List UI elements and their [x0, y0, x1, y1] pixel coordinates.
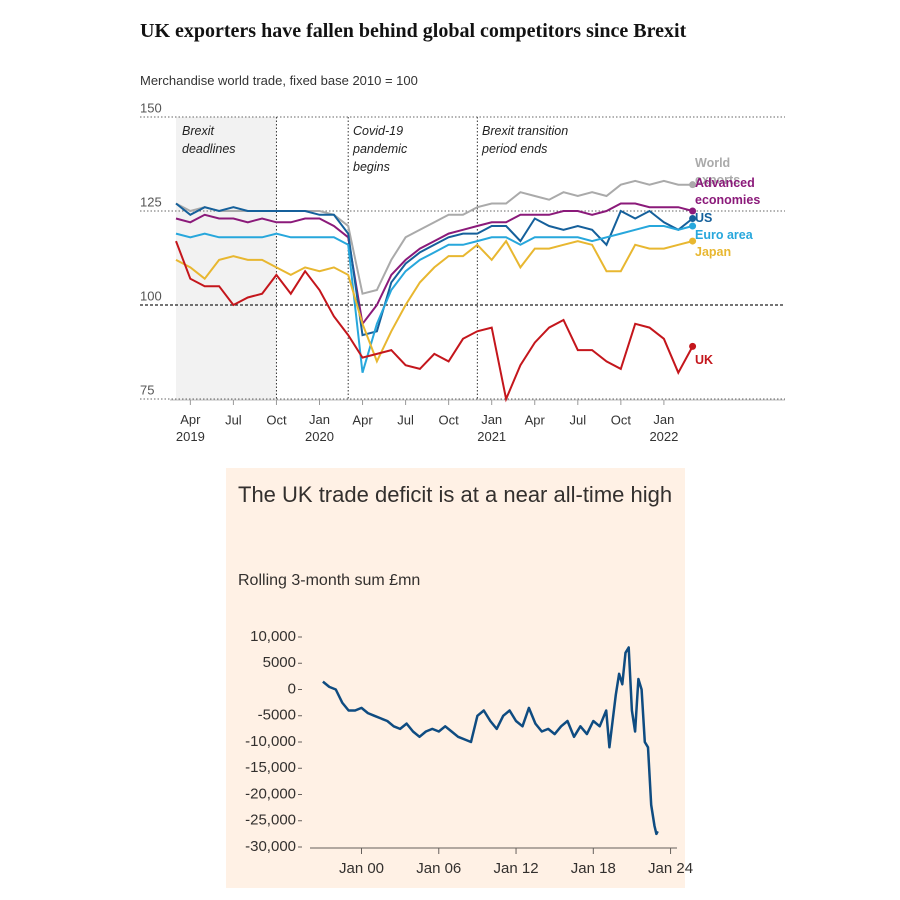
chart-title: The UK trade deficit is at a near all-ti…: [238, 482, 673, 507]
legend-label: US: [695, 211, 713, 225]
chart-title: UK exporters have fallen behind global c…: [140, 20, 687, 42]
x-tick-label: Jan 24: [648, 860, 693, 877]
x-tick-label: Oct: [611, 412, 632, 427]
annotation: Brexit transition period ends: [482, 124, 569, 156]
series-line: [175, 202, 694, 337]
series-line: [175, 202, 693, 327]
y-tick-label: 125: [140, 194, 162, 209]
legend-label: Japan: [695, 245, 732, 259]
end-dot: [689, 181, 697, 189]
end-dot: [689, 222, 697, 230]
series-line: [175, 225, 693, 373]
x-tick-label: Apr 2019: [176, 412, 205, 444]
y-tick-label: 10,000: [250, 628, 296, 645]
end-dot: [689, 237, 697, 245]
chart-subtitle: Rolling 3-month sum £mn: [238, 572, 421, 589]
end-dot: [689, 215, 697, 223]
x-tick-label: Jan 06: [416, 860, 461, 877]
x-tick-label: Jan 2020: [305, 412, 334, 444]
x-tick-label: Apr: [352, 412, 373, 427]
annotation: Brexit deadlines: [182, 124, 236, 156]
end-dot: [689, 342, 697, 350]
y-tick-label: -20,000: [245, 785, 296, 802]
y-tick-label: -15,000: [245, 759, 296, 776]
x-tick-label: Oct: [439, 412, 460, 427]
x-tick-label: Jul: [225, 412, 242, 427]
x-tick-label: Oct: [266, 412, 287, 427]
x-tick-label: Jan 2022: [649, 412, 678, 444]
x-tick-label: Jan 2021: [477, 412, 506, 444]
y-tick-label: -10,000: [245, 733, 296, 750]
series-line: [175, 240, 694, 403]
y-tick-label: 100: [140, 288, 162, 303]
y-tick-label: -30,000: [245, 838, 296, 855]
legend-label: UK: [695, 353, 714, 367]
legend-label: World exports: [695, 156, 741, 187]
y-tick-label: 150: [140, 100, 162, 115]
y-tick-label: 0: [288, 680, 296, 697]
panel-background: [226, 468, 685, 888]
chart-subtitle: Merchandise world trade, fixed base 2010…: [140, 73, 418, 88]
x-tick-label: Jan 00: [339, 860, 384, 877]
y-tick-label: -5000: [258, 707, 296, 724]
legend-label: Euro area: [695, 228, 753, 242]
x-tick-label: Jul: [397, 412, 414, 427]
series-line: [175, 239, 693, 364]
end-dot: [689, 207, 697, 215]
annotation: Covid-19 pandemic begins: [353, 124, 408, 174]
x-tick-label: Jul: [569, 412, 586, 427]
legend-label: Advanced economies: [695, 176, 761, 207]
y-tick-label: 75: [140, 382, 154, 397]
x-tick-label: Jan 18: [571, 860, 616, 877]
x-tick-label: Apr: [525, 412, 546, 427]
y-tick-label: 5000: [263, 654, 296, 671]
series-line: [322, 646, 659, 836]
y-tick-label: -25,000: [245, 812, 296, 829]
x-tick-label: Jan 12: [494, 860, 539, 877]
